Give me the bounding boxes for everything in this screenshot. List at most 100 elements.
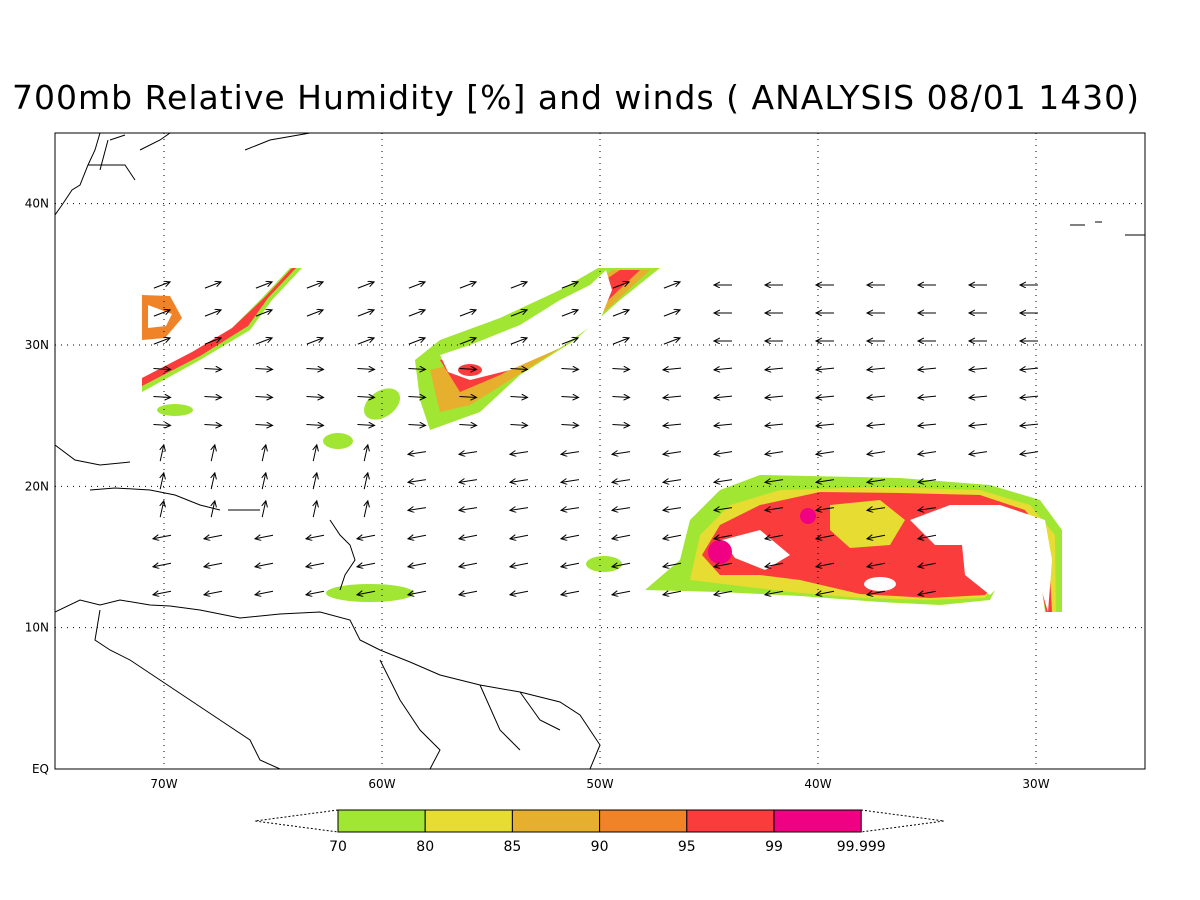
wind-arrow	[459, 535, 478, 539]
wind-arrow	[816, 535, 835, 539]
colorbar-legend: 70 80 85 90 95 99 99.999	[254, 809, 945, 855]
wind-arrow	[408, 338, 425, 345]
wind-arrow	[714, 368, 733, 370]
wind-arrow	[204, 310, 221, 317]
wind-arrow	[1020, 452, 1039, 455]
wind-arrow	[561, 563, 580, 567]
colorbar-swatch	[337, 809, 426, 833]
wind-arrow	[204, 535, 223, 539]
wind-arrow	[510, 563, 529, 567]
wind-arrow	[204, 563, 223, 567]
wind-vectors	[153, 282, 1039, 595]
wind-arrow	[816, 563, 835, 567]
lon-tick-labels: 70W 60W 50W 40W 30W	[150, 777, 1049, 791]
wind-arrow	[765, 452, 784, 455]
wind-arrow	[408, 508, 427, 511]
wind-arrow	[765, 591, 784, 595]
wind-arrow	[816, 368, 835, 370]
wind-arrow	[612, 452, 631, 455]
humidity-hole	[722, 530, 790, 570]
humidity-blob	[326, 584, 414, 602]
wind-arrow	[663, 535, 682, 539]
wind-arrow	[918, 508, 937, 511]
wind-arrow	[313, 445, 317, 462]
coastline-antilles	[329, 519, 356, 591]
wind-arrow	[357, 310, 374, 317]
wind-arrow	[918, 480, 937, 483]
wind-arrow	[765, 480, 784, 483]
wind-arrow	[160, 501, 164, 518]
wind-arrow	[306, 425, 323, 426]
wind-arrow	[204, 591, 223, 595]
wind-arrow	[918, 452, 937, 455]
wind-arrow	[408, 282, 425, 289]
wind-arrow	[867, 368, 886, 370]
wind-arrow	[153, 397, 170, 398]
wind-arrow	[765, 563, 784, 567]
colorbar-swatch	[511, 809, 601, 833]
wind-arrow	[561, 535, 580, 539]
colorbar-swatch	[599, 809, 688, 833]
humidity-blob	[323, 433, 353, 449]
wind-arrow	[408, 310, 425, 317]
wind-arrow	[612, 338, 629, 345]
humidity-peak	[800, 508, 816, 524]
wind-arrow	[204, 282, 221, 289]
wind-arrow	[313, 501, 317, 518]
wind-arrow	[663, 508, 682, 511]
lon-tick-label: 60W	[368, 777, 395, 791]
coastline-state-lines	[88, 139, 136, 181]
lat-tick-label: EQ	[32, 762, 49, 776]
wind-arrow	[663, 310, 680, 317]
wind-arrow	[459, 310, 476, 317]
wind-arrow	[510, 425, 527, 426]
wind-arrow	[262, 473, 266, 490]
wind-arrow	[357, 425, 374, 426]
wind-arrow	[306, 591, 325, 595]
wind-arrow	[867, 508, 886, 511]
wind-arrow	[306, 563, 325, 567]
wind-arrow	[561, 425, 578, 426]
wind-arrow	[459, 452, 478, 455]
wind-arrow	[204, 425, 221, 426]
wind-arrow	[663, 368, 682, 370]
wind-arrow	[408, 425, 425, 426]
wind-arrow	[663, 480, 682, 483]
coastline-south-america	[55, 599, 601, 769]
wind-arrow	[816, 591, 835, 595]
colorbar-left-triangle	[254, 809, 339, 833]
wind-arrow	[714, 480, 733, 483]
wind-arrow	[510, 480, 529, 483]
wind-arrow	[459, 508, 478, 511]
wind-arrow	[510, 397, 527, 398]
wind-arrow	[969, 396, 988, 398]
wind-arrow	[153, 338, 170, 345]
wind-arrow	[765, 508, 784, 511]
wind-arrow	[918, 396, 937, 398]
colorbar-swatch	[424, 809, 513, 833]
wind-arrow	[765, 535, 784, 539]
wind-arrow	[364, 501, 368, 518]
wind-arrow	[918, 591, 937, 595]
humidity-blob	[363, 388, 401, 420]
wind-arrow	[357, 563, 376, 567]
wind-arrow	[918, 563, 937, 567]
wind-arrow	[561, 338, 578, 345]
wind-arrow	[306, 310, 323, 317]
wind-arrow	[612, 425, 629, 426]
wind-arrow	[357, 282, 374, 289]
wind-arrow	[765, 368, 784, 370]
wind-arrow	[510, 591, 529, 595]
lon-tick-label: 40W	[804, 777, 831, 791]
colorbar-swatch	[773, 809, 862, 833]
wind-arrow	[255, 425, 272, 426]
wind-arrow	[765, 424, 784, 426]
wind-arrow	[867, 424, 886, 426]
wind-arrow	[561, 591, 580, 595]
wind-arrow	[510, 338, 527, 345]
wind-arrow	[313, 473, 317, 490]
wind-arrow	[867, 535, 886, 539]
humidity-hole	[910, 505, 1052, 612]
coastlines	[55, 133, 1145, 769]
